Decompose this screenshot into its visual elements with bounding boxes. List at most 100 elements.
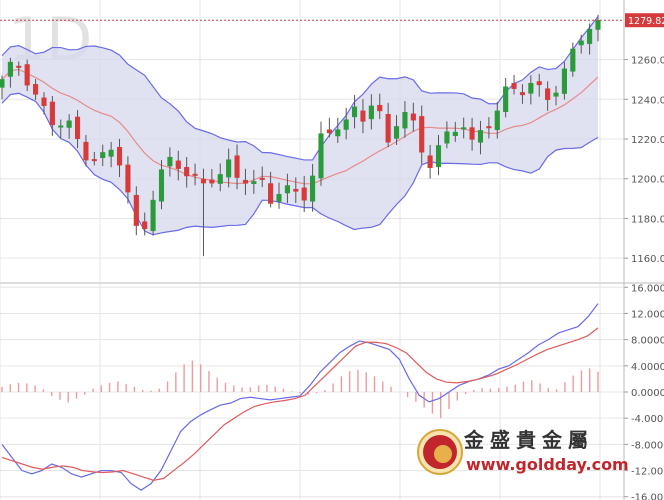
moving-average-line (1, 68, 599, 185)
bear-candle (377, 104, 383, 112)
bull-candle (343, 119, 349, 130)
bear-candle (200, 179, 207, 184)
bollinger-lower-line (1, 92, 599, 236)
bull-candle (402, 112, 408, 129)
bear-candle (385, 114, 391, 143)
watermark-url: www.goldday.com (466, 455, 629, 474)
bull-candle (503, 86, 509, 113)
bear-candle (419, 116, 425, 153)
bear-candle (74, 116, 81, 139)
price-tick-label: 1160.00 (631, 254, 664, 265)
bear-candle (116, 146, 123, 166)
bull-candle (444, 131, 450, 144)
bear-candle (24, 64, 30, 86)
bull-candle (7, 61, 13, 77)
bull-candle (335, 129, 341, 137)
bear-candle (33, 84, 39, 95)
bull-candle (167, 156, 173, 167)
bull-candle (310, 175, 316, 202)
last-price-tag (625, 13, 664, 28)
bull-candle (393, 126, 400, 139)
bear-candle (192, 173, 198, 176)
logo-core (434, 445, 452, 463)
macd-tick-label: 0.0000 (631, 388, 664, 399)
bear-candle (125, 164, 131, 193)
bear-candle (259, 177, 265, 180)
bollinger-band-fill (2, 16, 598, 235)
bull-candle (58, 125, 64, 128)
bull-candle (587, 29, 593, 44)
bear-candle (16, 65, 22, 68)
bull-candle (150, 199, 156, 232)
bull-candle (352, 106, 358, 118)
bull-candle (528, 83, 534, 94)
bull-candle (461, 127, 467, 130)
macd-tick-label: 4.0000 (631, 362, 664, 373)
bear-candle (511, 83, 517, 89)
macd-tick-label: 12.0000 (631, 309, 664, 320)
last-price-label: 1279.82 (628, 16, 664, 27)
bear-candle (209, 179, 215, 184)
bear-candle (536, 81, 542, 86)
price-tick-label: 1180.00 (631, 214, 664, 225)
bull-candle (595, 19, 601, 30)
price-tick-label: 1260.00 (631, 56, 664, 67)
macd-tick-label: -12.0000 (631, 467, 664, 478)
macd-tick-label: -8.0000 (631, 440, 664, 451)
macd-tick-label: 8.0000 (631, 336, 664, 347)
watermark-brand: 金盛貴金屬 (463, 428, 594, 452)
bear-candle (133, 194, 139, 226)
bear-candle (360, 110, 366, 122)
bear-candle (486, 126, 492, 129)
bear-candle (545, 88, 551, 100)
price-tick-label: 1240.00 (631, 95, 664, 106)
bear-candle (83, 141, 89, 161)
bull-candle (284, 185, 290, 194)
bull-candle (494, 110, 500, 131)
macd-tick-label: -4.0000 (631, 414, 664, 425)
bull-candle (318, 133, 324, 179)
bear-candle (234, 155, 240, 178)
bear-candle (326, 129, 332, 134)
bear-candle (410, 113, 416, 121)
bear-candle (293, 188, 299, 192)
bull-candle (217, 174, 223, 184)
bull-candle (435, 145, 442, 168)
bull-candle (66, 120, 72, 128)
bear-candle (142, 221, 148, 229)
bear-candle (184, 167, 190, 177)
bear-candle (268, 183, 274, 204)
bull-candle (158, 169, 165, 202)
price-tick-label: 1200.00 (631, 175, 664, 186)
macd-line (1, 303, 599, 491)
bull-candle (100, 152, 106, 158)
bear-candle (469, 127, 475, 140)
price-tick-label: 1220.00 (631, 135, 664, 146)
bear-candle (242, 179, 248, 184)
bear-candle (519, 92, 526, 96)
macd-tick-label: 16.0000 (631, 283, 664, 294)
bull-candle (368, 105, 374, 120)
bull-candle (276, 194, 282, 202)
bull-candle (251, 181, 257, 184)
bull-candle (477, 130, 484, 143)
bear-candle (301, 187, 307, 201)
bollinger-upper-line (1, 16, 599, 161)
bull-candle (578, 40, 584, 46)
bull-candle (0, 79, 5, 88)
bull-candle (553, 92, 559, 97)
bull-candle (570, 48, 576, 72)
bear-candle (91, 159, 97, 162)
macd-tick-label: -16.0000 (631, 493, 664, 500)
signal-line (1, 327, 599, 481)
bull-candle (452, 131, 458, 136)
bear-candle (41, 97, 47, 106)
bull-candle (561, 68, 567, 94)
bear-candle (427, 155, 433, 168)
bear-candle (175, 160, 181, 169)
bull-candle (108, 149, 114, 157)
bull-candle (226, 159, 232, 178)
bear-candle (49, 101, 55, 126)
